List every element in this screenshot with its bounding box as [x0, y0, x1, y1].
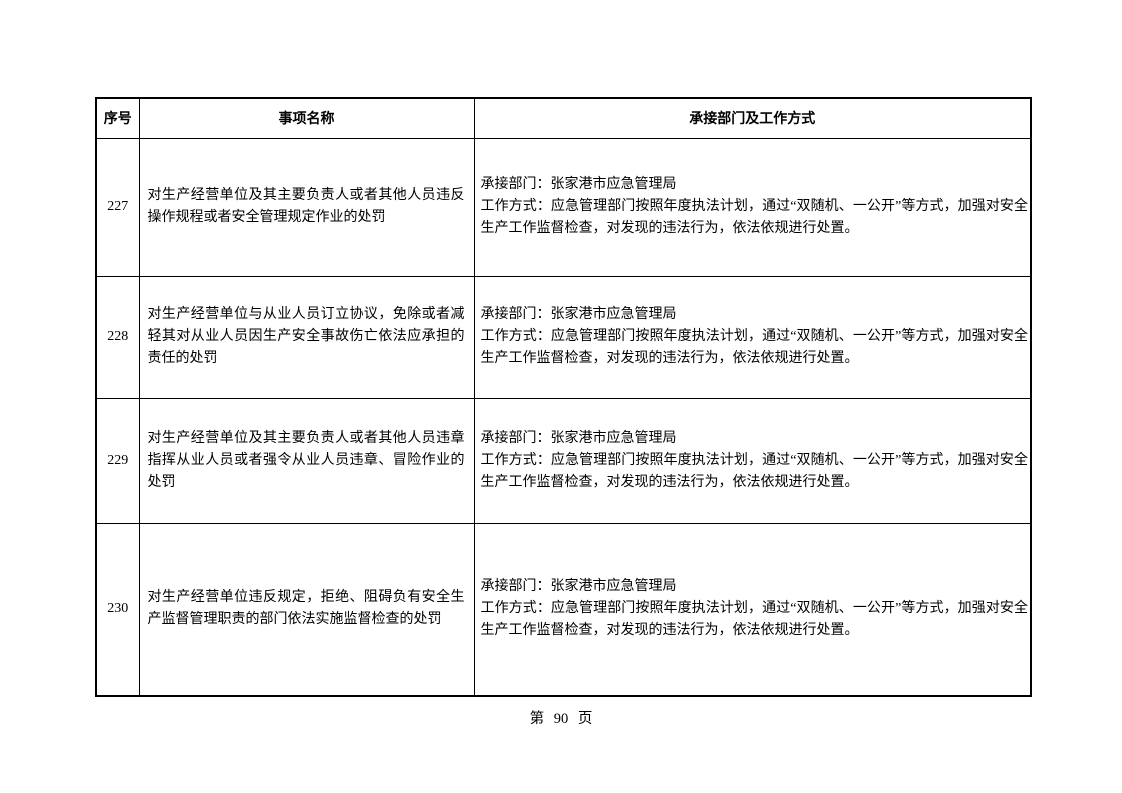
item-name-cell: 对生产经营单位与从业人员订立协议，免除或者减轻其对从业人员因生产安全事故伤亡依法… [138, 275, 475, 399]
department-line: 承接部门：张家港市应急管理局 [480, 177, 677, 192]
row-number-cell: 230 [95, 522, 140, 697]
header-no: 序号 [95, 97, 140, 139]
work-method-line: 工作方式：应急管理部门按照年度执法计划，通过“双随机、一公开”等方式，加强对安全… [480, 601, 1029, 639]
header-item-name: 事项名称 [138, 97, 475, 139]
department-cell: 承接部门：张家港市应急管理局 工作方式：应急管理部门按照年度执法计划，通过“双随… [473, 522, 1032, 697]
department-line: 承接部门：张家港市应急管理局 [480, 307, 677, 322]
department-line: 承接部门：张家港市应急管理局 [480, 579, 677, 595]
header-department: 承接部门及工作方式 [473, 97, 1032, 139]
item-name-cell: 对生产经营单位违反规定，拒绝、阻碍负有安全生产监督管理职责的部门依法实施监督检查… [138, 522, 475, 697]
work-method-line: 工作方式：应急管理部门按照年度执法计划，通过“双随机、一公开”等方式，加强对安全… [480, 329, 1029, 366]
table-row: 228 对生产经营单位与从业人员订立协议，免除或者减轻其对从业人员因生产安全事故… [95, 275, 1032, 399]
table-row: 229 对生产经营单位及其主要负责人或者其他人员违章指挥从业人员或者强令从业人员… [95, 397, 1032, 524]
item-name-cell: 对生产经营单位及其主要负责人或者其他人员违章指挥从业人员或者强令从业人员违章、冒… [138, 397, 475, 524]
table-row: 227 对生产经营单位及其主要负责人或者其他人员违反操作规程或者安全管理规定作业… [95, 137, 1032, 277]
department-cell: 承接部门：张家港市应急管理局 工作方式：应急管理部门按照年度执法计划，通过“双随… [473, 275, 1032, 399]
row-number-cell: 229 [95, 397, 140, 524]
work-method-line: 工作方式：应急管理部门按照年度执法计划，通过“双随机、一公开”等方式，加强对安全… [480, 452, 1029, 490]
item-name-cell: 对生产经营单位及其主要负责人或者其他人员违反操作规程或者安全管理规定作业的处罚 [138, 137, 475, 277]
penalty-items-table: 序号 事项名称 承接部门及工作方式 227 对生产经营单位及其主要负责人或者其他… [95, 97, 1032, 697]
department-cell: 承接部门：张家港市应急管理局 工作方式：应急管理部门按照年度执法计划，通过“双随… [473, 397, 1032, 524]
department-line: 承接部门：张家港市应急管理局 [480, 430, 677, 446]
page-number: 第 90 页 [529, 711, 593, 727]
work-method-line: 工作方式：应急管理部门按照年度执法计划，通过“双随机、一公开”等方式，加强对安全… [480, 199, 1029, 236]
department-cell: 承接部门：张家港市应急管理局 工作方式：应急管理部门按照年度执法计划，通过“双随… [473, 137, 1032, 277]
table-row: 230 对生产经营单位违反规定，拒绝、阻碍负有安全生产监督管理职责的部门依法实施… [95, 522, 1032, 697]
row-number-cell: 227 [95, 137, 140, 277]
table-header-row: 序号 事项名称 承接部门及工作方式 [95, 97, 1032, 139]
row-number-cell: 228 [95, 275, 140, 399]
